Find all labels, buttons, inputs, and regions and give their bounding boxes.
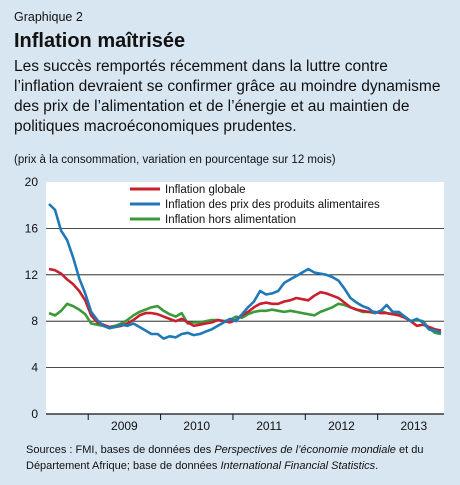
chart-title: Inflation maîtrisée — [14, 30, 186, 52]
y-tick-label: 4 — [31, 361, 38, 375]
source-suffix: . — [375, 460, 379, 472]
lead-text: Les succès remportés récemment dans la l… — [14, 58, 441, 135]
y-tick-label: 16 — [25, 221, 39, 235]
source-italic-2: International Financial Statistics — [220, 460, 376, 472]
y-tick-label: 12 — [25, 268, 39, 282]
plot-area — [46, 182, 444, 414]
y-tick-label: 8 — [31, 314, 38, 328]
x-tick-label: 2011 — [256, 419, 282, 433]
legend-label: Inflation des prix des produits alimenta… — [165, 199, 380, 211]
source-italic-1: Perspectives de l’économie mondiale — [214, 444, 396, 456]
figure-label: Graphique 2 — [14, 10, 83, 24]
legend-label: Inflation hors alimentation — [165, 214, 296, 226]
series-line-1 — [48, 203, 442, 340]
x-tick-label: 2012 — [328, 419, 355, 433]
source-note: Sources : FMI, bases de données des Pers… — [26, 442, 446, 474]
x-tick-label: 2010 — [183, 419, 210, 433]
line-chart: 0 4 8 12 16 20 2009 2010 2011 2012 2013 Inflation… — [25, 175, 444, 433]
x-tick-label: 2013 — [400, 419, 427, 433]
legend-label: Inflation globale — [165, 184, 246, 196]
x-tick-label: 2009 — [111, 419, 138, 433]
source-prefix: Sources : FMI, bases de données des — [26, 444, 215, 456]
source-middle: et du Département Afrique; base de donné… — [26, 444, 424, 472]
chart-subtitle: (prix à la consommation, variation en po… — [14, 154, 336, 166]
y-tick-label: 0 — [31, 407, 38, 421]
y-tick-label: 20 — [25, 175, 39, 189]
